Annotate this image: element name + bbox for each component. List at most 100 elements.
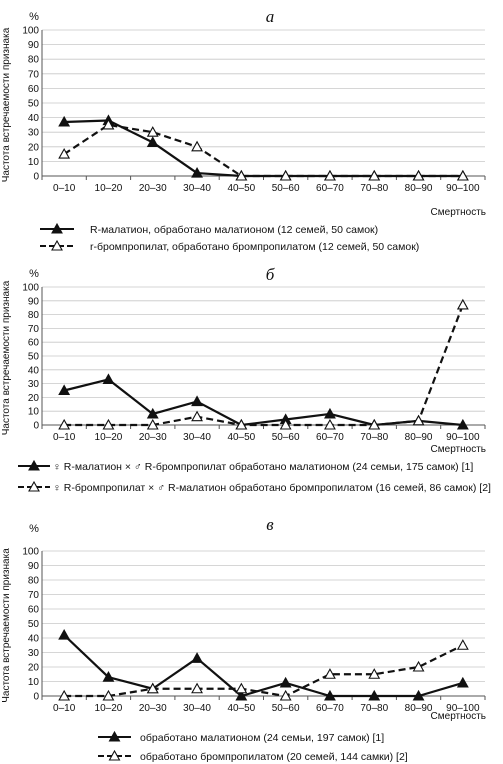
panel-label: а [266, 7, 275, 26]
data-point [102, 418, 115, 430]
panel-label: б [266, 265, 275, 284]
data-point [58, 384, 71, 396]
data-point [102, 118, 115, 130]
data-point [368, 689, 381, 701]
x-tick-label: 50–60 [272, 183, 300, 194]
chart-panel-2: б% Частота встречаемости признака 0 10 20 30 4… [1, 265, 491, 494]
series-2 [58, 118, 469, 181]
y-tick-label: 80 [28, 576, 40, 587]
x-tick-label: 0–10 [53, 183, 76, 194]
data-point [191, 410, 203, 422]
y-unit-label: % [29, 11, 39, 23]
legend-label: R-малатион, обработано малатионом (12 се… [90, 224, 378, 236]
data-point [412, 414, 425, 426]
series-line [64, 644, 464, 698]
y-tick-label: 90 [28, 40, 40, 51]
x-axis-label: Смертность [431, 444, 486, 455]
series-line [63, 378, 463, 427]
data-point [235, 169, 248, 181]
chart-panel-3: в% Частота встречаемости признака 0 10 20 30 4… [1, 515, 486, 763]
x-tick-label: 90–100 [446, 183, 480, 194]
y-tick-label: 60 [28, 84, 40, 95]
series-1 [58, 628, 469, 701]
data-point [58, 418, 71, 430]
data-point [146, 136, 159, 147]
y-tick-label: 0 [33, 172, 39, 183]
x-tick-label: 0–10 [53, 703, 76, 714]
x-tick-label: 30–40 [183, 703, 211, 714]
data-point [58, 689, 71, 701]
legend-label: r-бромпропилат, обработано бромпропилато… [90, 241, 419, 253]
legend-entry-2: обработано бромпропилатом (20 семей, 144… [98, 749, 408, 763]
y-tick-label: 10 [28, 407, 40, 418]
data-point [412, 689, 425, 701]
x-tick-label: 70–80 [360, 703, 388, 714]
y-tick-label: 10 [28, 157, 40, 168]
x-tick-label: 60–70 [316, 432, 344, 443]
series-1 [58, 373, 469, 430]
data-point [146, 418, 159, 430]
y-tick-label: 50 [28, 619, 40, 630]
series-2 [58, 639, 469, 701]
data-point [368, 418, 381, 430]
y-tick-label: 70 [28, 590, 40, 601]
data-point [235, 689, 248, 701]
y-tick-label: 40 [28, 634, 40, 645]
legend-marker [28, 480, 40, 492]
x-tick-label: 80–90 [405, 183, 433, 194]
data-point [58, 147, 71, 159]
x-tick-label: 10–20 [95, 703, 123, 714]
y-tick-label: 40 [28, 365, 40, 376]
x-tick-label: 20–30 [139, 432, 167, 443]
y-tick-label: 90 [28, 561, 40, 572]
y-tick-label: 30 [28, 648, 40, 659]
x-tick-label: 40–50 [227, 183, 255, 194]
legend-marker [51, 239, 63, 251]
y-axis-label: Частота встречаемости признака [1, 548, 12, 703]
y-axis-label: Частота встречаемости признака [1, 280, 12, 435]
series-line [63, 123, 463, 178]
data-point [456, 676, 469, 688]
legend-entry-1: ♀ R-малатион × ♂ R-бромпропилат обработа… [18, 459, 473, 473]
legend-marker [108, 730, 121, 742]
legend-entry-2: ♀ R-бромпропилат × ♂ R-малатион обработа… [18, 480, 491, 494]
y-tick-label: 30 [28, 379, 40, 390]
data-point [191, 166, 203, 178]
data-point [279, 676, 292, 688]
data-point [368, 668, 381, 679]
series-line [64, 304, 464, 427]
data-point [456, 298, 469, 310]
data-point [235, 682, 248, 694]
data-point [368, 169, 381, 181]
x-tick-label: 40–50 [227, 432, 255, 443]
data-point [146, 126, 159, 137]
y-tick-label: 100 [22, 26, 39, 37]
legend-entry-1: R-малатион, обработано малатионом (12 се… [40, 222, 378, 236]
y-tick-label: 10 [28, 677, 40, 688]
data-point [324, 169, 336, 181]
data-point [456, 639, 469, 650]
x-tick-label: 70–80 [360, 183, 388, 194]
data-point [456, 418, 469, 430]
y-tick-label: 100 [22, 283, 39, 294]
x-axis-label: Смертность [431, 711, 486, 722]
x-tick-label: 60–70 [316, 183, 344, 194]
data-point [146, 407, 159, 419]
x-tick-label: 0–10 [53, 432, 76, 443]
y-tick-label: 20 [28, 393, 40, 404]
y-tick-label: 40 [28, 113, 40, 124]
y-tick-label: 60 [28, 338, 40, 349]
y-tick-label: 80 [28, 55, 40, 66]
x-tick-label: 80–90 [405, 432, 433, 443]
legend-entry-2: r-бромпропилат, обработано бромпропилато… [40, 239, 419, 253]
y-tick-label: 60 [28, 605, 40, 616]
x-tick-label: 30–40 [183, 183, 211, 194]
y-tick-label: 70 [28, 69, 40, 80]
data-point [279, 689, 292, 701]
panel-label: в [266, 515, 274, 534]
x-axis-label: Смертность [431, 207, 486, 218]
x-tick-label: 50–60 [272, 432, 300, 443]
y-axis-label: Частота встречаемости признака [1, 27, 12, 182]
y-tick-label: 90 [28, 296, 40, 307]
data-point [324, 668, 336, 679]
